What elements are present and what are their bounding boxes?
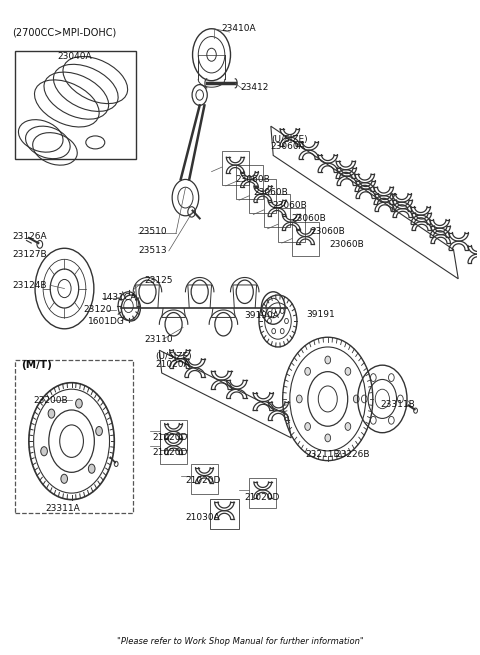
Circle shape	[41, 447, 48, 456]
Text: 23060B: 23060B	[235, 175, 270, 184]
Bar	[278, 208, 304, 242]
Text: 23510: 23510	[138, 227, 167, 236]
Text: 23125: 23125	[144, 276, 173, 285]
Bar	[210, 499, 239, 529]
Circle shape	[88, 464, 95, 474]
Text: 23226B: 23226B	[335, 449, 370, 458]
Text: 23410A: 23410A	[221, 24, 256, 33]
Text: 23060B: 23060B	[310, 227, 345, 236]
Circle shape	[325, 356, 331, 364]
Text: 23311B: 23311B	[380, 400, 415, 409]
Text: 23126A: 23126A	[12, 232, 47, 241]
Circle shape	[345, 367, 351, 375]
Bar	[160, 434, 187, 464]
Text: 23040A: 23040A	[57, 52, 92, 60]
Text: (U/SIZE): (U/SIZE)	[156, 352, 192, 361]
Text: 21030A: 21030A	[185, 513, 220, 521]
Circle shape	[48, 409, 55, 418]
Text: 23060B: 23060B	[329, 240, 364, 249]
Text: (2700CC>MPI-DOHC): (2700CC>MPI-DOHC)	[12, 27, 117, 37]
Bar	[14, 360, 133, 513]
Circle shape	[305, 367, 311, 375]
Text: 39191: 39191	[306, 310, 335, 319]
Bar	[160, 420, 187, 449]
Text: 23513: 23513	[138, 246, 167, 255]
Text: 21020D: 21020D	[245, 493, 280, 502]
Circle shape	[297, 395, 302, 403]
Bar	[250, 478, 276, 508]
Circle shape	[96, 426, 102, 436]
Text: 21020D: 21020D	[185, 476, 221, 485]
Text: 23060B: 23060B	[253, 188, 288, 197]
Text: 21020D: 21020D	[152, 434, 188, 442]
Text: 23200B: 23200B	[34, 396, 68, 405]
Bar	[264, 194, 290, 227]
Circle shape	[325, 434, 331, 442]
Text: 23120: 23120	[84, 305, 112, 314]
Text: 39190A: 39190A	[245, 311, 280, 320]
Bar	[14, 52, 136, 159]
Text: (M/T): (M/T)	[21, 360, 52, 369]
Text: 23412: 23412	[240, 83, 268, 92]
Text: 21020D: 21020D	[152, 448, 188, 457]
Text: 23060B: 23060B	[291, 214, 326, 223]
Text: 23311A: 23311A	[46, 504, 80, 513]
Bar	[191, 464, 218, 494]
Circle shape	[345, 422, 351, 430]
Bar	[222, 151, 249, 185]
Text: "Please refer to Work Shop Manual for further information": "Please refer to Work Shop Manual for fu…	[117, 637, 363, 646]
Circle shape	[353, 395, 359, 403]
Circle shape	[305, 422, 311, 430]
Text: 1601DG: 1601DG	[88, 316, 125, 326]
Circle shape	[61, 474, 68, 483]
Bar	[250, 179, 276, 213]
Text: 21020A: 21020A	[156, 360, 190, 369]
Text: 1431CA: 1431CA	[102, 293, 138, 302]
Text: 23110: 23110	[144, 335, 173, 344]
Bar	[292, 222, 319, 256]
Text: 23060B: 23060B	[272, 201, 307, 210]
Text: (U/SIZE): (U/SIZE)	[271, 135, 308, 143]
Text: 23127B: 23127B	[12, 250, 47, 259]
Text: 23124B: 23124B	[12, 281, 47, 290]
Circle shape	[76, 399, 82, 408]
Text: 23060A: 23060A	[271, 142, 306, 151]
Bar	[236, 165, 263, 199]
Text: 23211B: 23211B	[305, 449, 340, 458]
